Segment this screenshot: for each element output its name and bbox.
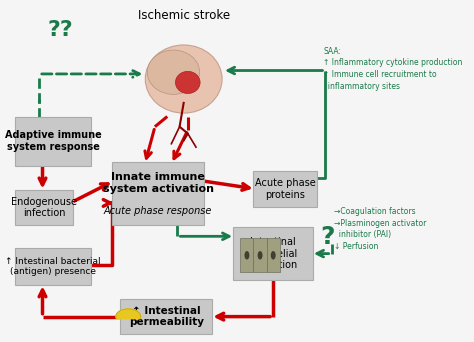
Text: Acute phase
proteins: Acute phase proteins [255,178,316,200]
Text: ↑ Intestinal
permeability: ↑ Intestinal permeability [129,306,204,327]
FancyBboxPatch shape [15,117,91,166]
FancyBboxPatch shape [240,238,254,272]
FancyBboxPatch shape [267,238,280,272]
Ellipse shape [147,50,200,94]
Text: Endogenouse
infection: Endogenouse infection [11,197,77,219]
FancyBboxPatch shape [233,227,313,280]
Ellipse shape [257,251,263,260]
FancyBboxPatch shape [112,162,204,225]
Text: ↑ Intestinal bacterial
(antigen) presence: ↑ Intestinal bacterial (antigen) presenc… [6,257,101,276]
Text: Innate immune
system activation: Innate immune system activation [102,172,213,194]
FancyBboxPatch shape [254,171,317,207]
Ellipse shape [245,251,249,260]
Text: →Coagulation factors
→Plasminogen activator
  inhibitor (PAI)
↓ Perfusion: →Coagulation factors →Plasminogen activa… [334,207,426,251]
Text: Acute phase response: Acute phase response [104,206,212,216]
FancyBboxPatch shape [15,248,91,285]
FancyBboxPatch shape [15,190,73,225]
Ellipse shape [175,71,200,93]
Polygon shape [116,309,141,319]
FancyBboxPatch shape [254,238,267,272]
Text: Adaptive immune
system response: Adaptive immune system response [5,130,101,152]
FancyBboxPatch shape [120,299,212,334]
Ellipse shape [271,251,276,260]
Text: Intestinal
eptithelial
disruption: Intestinal eptithelial disruption [248,237,298,270]
Text: ?: ? [320,225,335,249]
Text: Ischemic stroke: Ischemic stroke [137,9,230,22]
Text: SAA:
↑ Inflammatory cytokine production
↑ Immune cell recruitment to
  inflammat: SAA: ↑ Inflammatory cytokine production … [323,47,463,91]
Ellipse shape [146,45,222,113]
Text: ??: ?? [47,19,73,40]
